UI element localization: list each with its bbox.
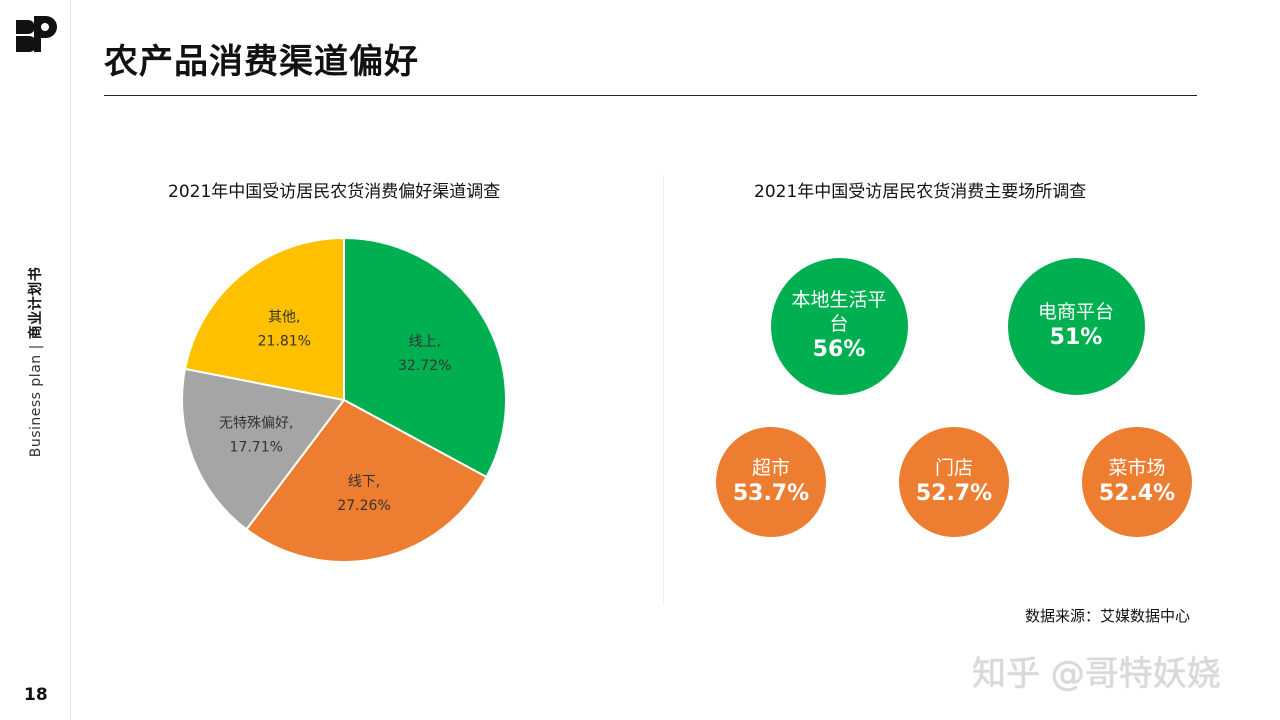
bubble-name-2: 超市 [751,457,790,479]
vertical-caption: Business plan | 商业计划书 [25,267,45,458]
pie-slice-name-1: 线下, [348,474,380,490]
pie-slice-label-0: 32.72% [398,358,451,374]
vertical-caption-sep: | [28,344,44,350]
bubble-value-0: 56% [812,337,866,362]
bubble-value-4: 52.4% [1098,481,1176,506]
pie-chart: 线上, 32.72% 线下, 27.26% 无特殊偏好, 17.71% 其他, 21.81% [181,236,507,563]
bubble-value-2: 53.7% [732,481,810,506]
pie-slice-name-3: 其他, [268,309,300,325]
pie-slice-1 [245,398,488,563]
bubble-4: 菜市场 52.4% [1082,427,1192,537]
data-source: 数据来源：艾媒数据中心 [1025,607,1191,625]
bubble-2: 超市 53.7% [716,427,826,537]
bubble-name-4: 菜市场 [1108,457,1166,479]
watermark: 知乎 @哥特妖娆 [972,654,1221,694]
pie-slice-label-3: 21.81% [258,333,311,349]
pie-chart-title: 2021年中国受访居民农货消费偏好渠道调查 [168,182,501,202]
bubble-3: 门店 52.7% [899,427,1009,537]
title-rule [104,95,1197,96]
pie-slice-name-0: 线上, [408,334,440,350]
chart-divider [663,175,664,605]
bubble-value-3: 52.7% [915,481,993,506]
page-title: 农产品消费渠道偏好 [104,42,419,82]
bubble-chart-title: 2021年中国受访居民农货消费主要场所调查 [754,182,1087,202]
sidebar: Business plan | 商业计划书 18 [0,0,71,720]
pie-slice-3 [183,236,345,402]
bp-logo-icon [16,16,57,52]
vertical-caption-en: Business plan [28,354,44,458]
pie-slice-label-1: 27.26% [337,498,390,514]
bubble-1: 电商平台 51% [1007,257,1145,395]
bubble-value-1: 51% [1049,325,1103,350]
bubble-name-3: 门店 [934,457,973,479]
pie-slice-2 [181,367,346,531]
bubble-0: 本地生活平台 56% [770,257,908,395]
pie-slice-0 [343,236,507,479]
bubble-name-1: 电商平台 [1037,301,1114,323]
bubble-name-0: 本地生活平台 [791,289,887,335]
vertical-caption-cn: 商业计划书 [28,266,44,340]
pie-slice-name-2: 无特殊偏好, [219,416,293,432]
pie-slice-label-2: 17.71% [230,440,283,456]
page-number: 18 [24,685,48,705]
